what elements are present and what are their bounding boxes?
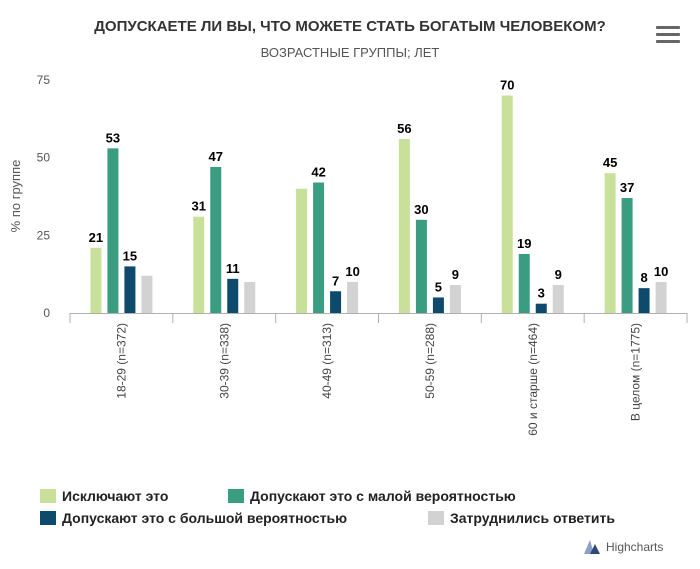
hamburger-menu-icon[interactable] [656, 26, 680, 46]
data-label: 56 [397, 121, 411, 136]
menu-line [656, 26, 680, 29]
menu-line [656, 40, 680, 43]
bar [141, 275, 153, 313]
y-tick-label: 0 [43, 306, 50, 320]
highcharts-logo-icon [584, 540, 600, 554]
bar [347, 281, 359, 313]
chart-subtitle: ВОЗРАСТНЫЕ ГРУППЫ; ЛЕТ [260, 45, 440, 60]
y-tick-label: 75 [37, 73, 51, 87]
data-label: 31 [192, 199, 206, 214]
y-axis-title: % по группе [8, 160, 23, 233]
chart-title: ДОПУСКАЕТЕ ЛИ ВЫ, ЧТО МОЖЕТЕ СТАТЬ БОГАТ… [94, 18, 606, 35]
data-label: 42 [311, 165, 325, 180]
bar [638, 288, 650, 313]
bar [398, 139, 410, 313]
data-label: 53 [106, 130, 120, 145]
credits-label: Highcharts [606, 540, 664, 554]
data-label: 45 [603, 155, 617, 170]
data-label: 70 [500, 78, 514, 93]
legend-item-excluded[interactable]: Исключают это [40, 488, 168, 504]
data-label: 3 [538, 286, 545, 301]
legend-swatch [40, 489, 56, 503]
legend-label: Допускают это с большой вероятностью [62, 510, 348, 526]
credits-link[interactable]: Highcharts [582, 538, 663, 556]
data-label: 37 [620, 180, 634, 195]
bar [518, 253, 530, 313]
y-tick-label: 50 [37, 151, 51, 165]
x-tick-label: 40-49 (n=313) [320, 323, 334, 399]
menu-line [656, 33, 680, 36]
data-label: 10 [654, 264, 668, 279]
data-label: 15 [123, 248, 137, 263]
x-tick-label: 18-29 (n=372) [114, 323, 128, 399]
bar [227, 278, 239, 313]
y-tick-label: 25 [37, 228, 51, 242]
legend-item-high-probability[interactable]: Допускают это с большой вероятностью [40, 510, 347, 526]
data-label: 21 [89, 230, 103, 245]
data-label: 5 [435, 279, 442, 294]
legend-label: Затруднились ответить [450, 510, 615, 526]
legend-swatch [40, 511, 56, 525]
x-tick-label: 50-59 (n=288) [423, 323, 437, 399]
bar [432, 297, 444, 313]
legend-item-low-probability[interactable]: Допускают это с малой вероятностью [228, 488, 516, 504]
legend-label: Допускают это с малой вероятностью [250, 488, 516, 504]
legend-swatch [228, 489, 244, 503]
data-label: 47 [209, 149, 223, 164]
bar [330, 291, 342, 313]
x-tick-label: В целом (n=1775) [629, 323, 643, 421]
bar [535, 303, 547, 313]
bar [296, 188, 308, 313]
bar [193, 216, 205, 313]
bar [107, 148, 119, 313]
data-label: 9 [452, 267, 459, 282]
data-label: 11 [226, 261, 240, 276]
data-label: 9 [555, 267, 562, 282]
bar [244, 281, 256, 313]
bar [449, 285, 461, 313]
data-label: 19 [517, 236, 531, 251]
bar [621, 198, 633, 313]
data-label: 7 [332, 273, 339, 288]
data-label: 30 [414, 202, 428, 217]
data-label: 8 [640, 270, 647, 285]
x-tick-label: 60 и старше (n=464) [526, 323, 540, 436]
legend-item-undecided[interactable]: Затруднились ответить [428, 510, 615, 526]
legend-label: Исключают это [62, 488, 169, 504]
legend-swatch [428, 511, 444, 525]
bars [90, 95, 667, 314]
bar [655, 281, 667, 313]
bar [210, 166, 222, 313]
bar [124, 266, 136, 313]
bar [604, 173, 616, 313]
bar [415, 219, 427, 313]
data-label: 10 [345, 264, 359, 279]
bar [313, 182, 325, 313]
bar [552, 285, 564, 313]
bar [90, 247, 102, 313]
bar [501, 95, 513, 314]
x-tick-label: 30-39 (n=338) [217, 323, 231, 399]
